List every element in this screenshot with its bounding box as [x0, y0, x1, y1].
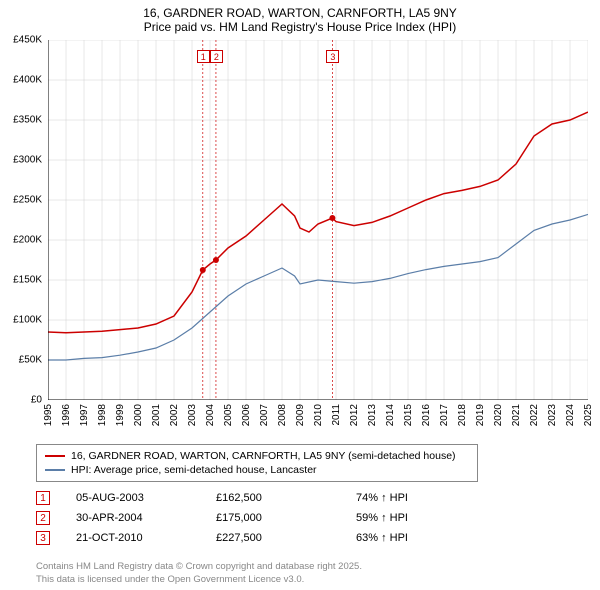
y-axis-label: £400K [13, 75, 42, 86]
sale-hpi: 63% ↑ HPI [356, 532, 476, 544]
sale-price: £175,000 [216, 512, 356, 524]
y-axis-label: £100K [13, 315, 42, 326]
x-axis-label: 1996 [61, 404, 72, 426]
y-axis-label: £0 [31, 395, 42, 406]
x-axis-label: 2012 [349, 404, 360, 426]
chart-container: 16, GARDNER ROAD, WARTON, CARNFORTH, LA5… [0, 0, 600, 590]
y-axis-label: £250K [13, 195, 42, 206]
legend-row: HPI: Average price, semi-detached house,… [45, 463, 469, 477]
x-axis-label: 1998 [97, 404, 108, 426]
x-axis-label: 2008 [277, 404, 288, 426]
y-axis-label: £350K [13, 115, 42, 126]
x-axis-label: 2020 [493, 404, 504, 426]
sale-rows: 1 05-AUG-2003 £162,500 74% ↑ HPI2 30-APR… [36, 488, 564, 548]
sale-marker-on-chart: 3 [326, 50, 339, 63]
x-axis-label: 2022 [529, 404, 540, 426]
footer-line-1: Contains HM Land Registry data © Crown c… [36, 561, 362, 573]
sale-hpi: 74% ↑ HPI [356, 492, 476, 504]
y-axis-label: £150K [13, 275, 42, 286]
x-axis-label: 2024 [565, 404, 576, 426]
x-axis-label: 1997 [79, 404, 90, 426]
x-axis-label: 2023 [547, 404, 558, 426]
sale-price: £162,500 [216, 492, 356, 504]
sale-date: 05-AUG-2003 [76, 492, 216, 504]
footer: Contains HM Land Registry data © Crown c… [36, 561, 362, 586]
sale-row: 3 21-OCT-2010 £227,500 63% ↑ HPI [36, 528, 564, 548]
x-axis-label: 2017 [439, 404, 450, 426]
sale-date: 30-APR-2004 [76, 512, 216, 524]
x-axis-label: 2009 [295, 404, 306, 426]
x-axis-label: 2015 [403, 404, 414, 426]
x-axis-label: 1995 [43, 404, 54, 426]
y-axis-label: £50K [19, 355, 42, 366]
y-axis-label: £450K [13, 35, 42, 46]
legend-box: 16, GARDNER ROAD, WARTON, CARNFORTH, LA5… [36, 444, 478, 482]
x-axis-label: 1999 [115, 404, 126, 426]
sale-row: 2 30-APR-2004 £175,000 59% ↑ HPI [36, 508, 564, 528]
x-axis-label: 2000 [133, 404, 144, 426]
x-axis-label: 2010 [313, 404, 324, 426]
title-line-2: Price paid vs. HM Land Registry's House … [0, 20, 600, 34]
x-axis-label: 2021 [511, 404, 522, 426]
sale-date: 21-OCT-2010 [76, 532, 216, 544]
sale-price: £227,500 [216, 532, 356, 544]
footer-line-2: This data is licensed under the Open Gov… [36, 574, 362, 586]
sale-marker: 3 [36, 531, 50, 545]
x-axis-label: 2016 [421, 404, 432, 426]
x-axis-label: 2011 [331, 404, 342, 426]
x-axis-label: 2025 [583, 404, 594, 426]
x-axis-label: 2002 [169, 404, 180, 426]
x-axis-label: 2007 [259, 404, 270, 426]
x-axis-label: 2003 [187, 404, 198, 426]
x-axis-label: 2005 [223, 404, 234, 426]
legend-label: HPI: Average price, semi-detached house,… [71, 464, 317, 476]
x-axis-label: 2004 [205, 404, 216, 426]
x-axis-label: 2001 [151, 404, 162, 426]
legend-label: 16, GARDNER ROAD, WARTON, CARNFORTH, LA5… [71, 450, 456, 462]
x-axis-label: 2013 [367, 404, 378, 426]
chart-svg [48, 40, 588, 400]
y-axis-label: £300K [13, 155, 42, 166]
x-axis-label: 2006 [241, 404, 252, 426]
sale-marker-on-chart: 2 [210, 50, 223, 63]
chart-area: £0£50K£100K£150K£200K£250K£300K£350K£400… [48, 40, 588, 400]
sale-row: 1 05-AUG-2003 £162,500 74% ↑ HPI [36, 488, 564, 508]
x-axis-label: 2019 [475, 404, 486, 426]
sale-marker: 2 [36, 511, 50, 525]
sale-hpi: 59% ↑ HPI [356, 512, 476, 524]
x-axis-label: 2018 [457, 404, 468, 426]
legend-swatch [45, 469, 65, 471]
sale-marker: 1 [36, 491, 50, 505]
x-axis-label: 2014 [385, 404, 396, 426]
legend-row: 16, GARDNER ROAD, WARTON, CARNFORTH, LA5… [45, 449, 469, 463]
title-block: 16, GARDNER ROAD, WARTON, CARNFORTH, LA5… [0, 0, 600, 36]
title-line-1: 16, GARDNER ROAD, WARTON, CARNFORTH, LA5… [0, 6, 600, 20]
legend-swatch [45, 455, 65, 457]
y-axis-label: £200K [13, 235, 42, 246]
sale-marker-on-chart: 1 [197, 50, 210, 63]
